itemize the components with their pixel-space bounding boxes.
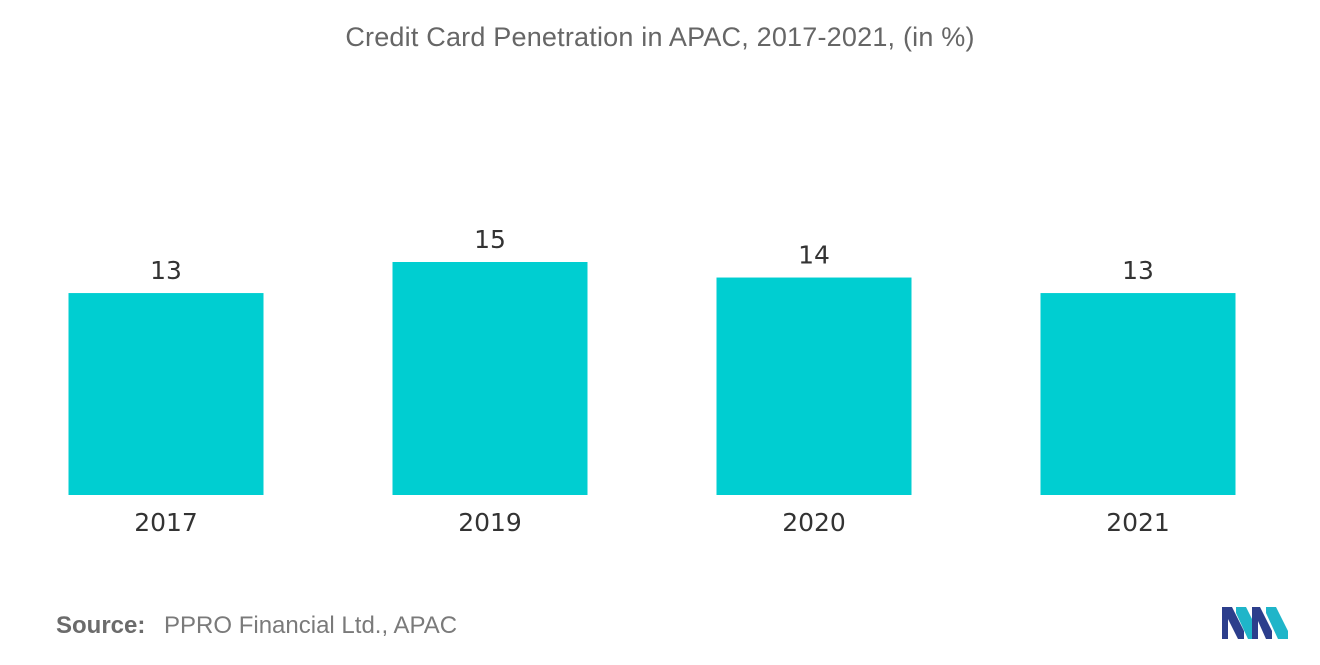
data-label-2020: 14 (798, 241, 830, 270)
bar-2019 (392, 262, 588, 495)
x-tick-label-2020: 2020 (782, 508, 846, 537)
source-label: Source: (56, 612, 146, 639)
data-label-2019: 15 (474, 225, 506, 254)
source-note: Source: PPRO Financial Ltd., APAC (56, 612, 457, 640)
x-tick-label-2021: 2021 (1106, 508, 1170, 537)
source-text: PPRO Financial Ltd., APAC (164, 612, 458, 639)
bar-2017 (68, 293, 264, 495)
bar-2021 (1040, 293, 1236, 495)
x-tick-label-2019: 2019 (458, 508, 522, 537)
bar-2020 (716, 277, 912, 495)
chart-title: Credit Card Penetration in APAC, 2017-20… (345, 22, 975, 52)
mordor-intelligence-logo-icon (1222, 607, 1288, 639)
data-label-2017: 13 (150, 256, 182, 285)
x-tick-label-2017: 2017 (134, 508, 198, 537)
data-label-2021: 13 (1122, 256, 1154, 285)
bar-chart: 13 2017 15 2019 14 2020 13 2021 (68, 225, 1236, 537)
